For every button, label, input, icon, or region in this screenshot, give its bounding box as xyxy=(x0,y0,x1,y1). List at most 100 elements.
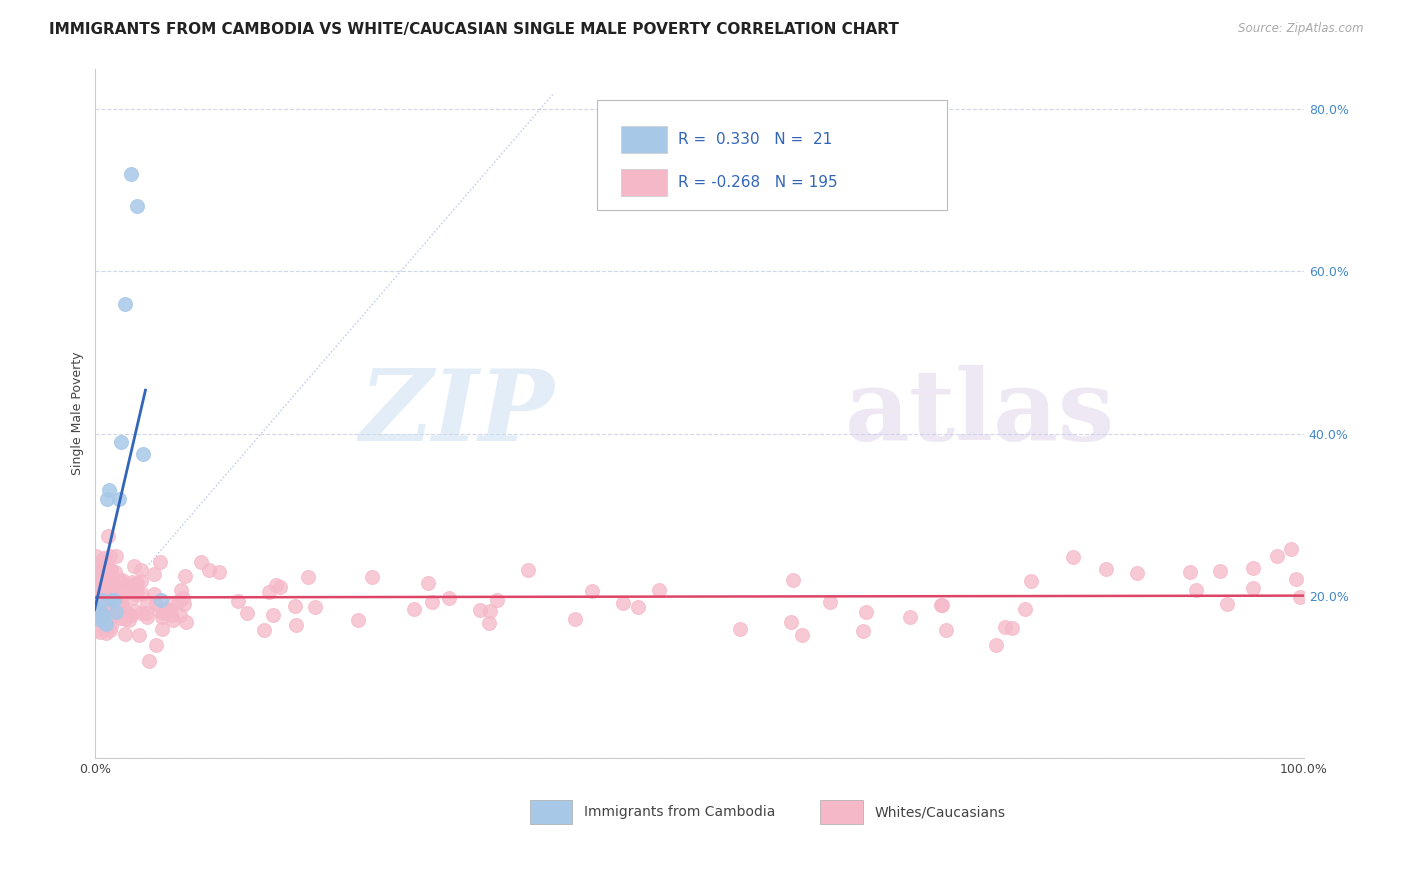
Point xyxy=(94,625,117,640)
Point xyxy=(90,598,112,612)
Point xyxy=(159,602,181,616)
Point xyxy=(986,638,1008,652)
Point xyxy=(114,585,136,599)
Point xyxy=(818,595,841,609)
Point xyxy=(97,561,120,575)
Point xyxy=(114,611,136,625)
Point xyxy=(150,623,173,637)
Point xyxy=(125,576,148,591)
Point xyxy=(87,599,110,613)
Point xyxy=(100,563,122,577)
Point xyxy=(101,591,124,606)
Point xyxy=(235,606,257,620)
Point xyxy=(114,297,136,311)
Point xyxy=(108,594,131,608)
Point xyxy=(1285,573,1308,587)
Point xyxy=(93,591,115,605)
Point xyxy=(418,576,440,591)
Point xyxy=(145,597,167,611)
Point xyxy=(98,580,121,594)
Point xyxy=(110,434,132,449)
Point xyxy=(167,594,190,608)
Point xyxy=(129,606,152,620)
Point xyxy=(129,574,152,588)
Point xyxy=(100,605,122,619)
Point xyxy=(94,592,117,607)
Point xyxy=(110,601,132,615)
Point xyxy=(150,593,173,607)
Point xyxy=(160,607,183,622)
Point xyxy=(89,579,111,593)
Point xyxy=(148,603,170,617)
Point xyxy=(86,584,108,599)
Point xyxy=(100,581,122,595)
Point xyxy=(152,610,174,624)
FancyBboxPatch shape xyxy=(820,799,862,823)
Point xyxy=(93,551,115,566)
Point xyxy=(84,549,107,563)
Point xyxy=(110,610,132,624)
Point xyxy=(143,587,166,601)
Point xyxy=(93,615,115,629)
Point xyxy=(478,604,501,618)
Point xyxy=(93,578,115,592)
Point xyxy=(1289,591,1312,605)
Point xyxy=(122,559,145,574)
Point xyxy=(105,606,128,620)
Point xyxy=(103,593,125,607)
FancyBboxPatch shape xyxy=(530,799,572,823)
Point xyxy=(94,606,117,620)
Point xyxy=(1185,582,1208,597)
Point xyxy=(121,578,143,592)
Point xyxy=(1241,581,1264,595)
Point xyxy=(84,624,107,638)
Point xyxy=(89,579,111,593)
Point xyxy=(728,622,751,636)
Point xyxy=(93,563,115,577)
Point xyxy=(87,605,110,619)
Point xyxy=(101,587,124,601)
Point xyxy=(1001,621,1024,635)
Point xyxy=(108,595,131,609)
Point xyxy=(91,609,114,624)
Point xyxy=(86,588,108,602)
Point xyxy=(98,549,121,563)
Point xyxy=(114,626,136,640)
Point xyxy=(97,529,120,543)
Point xyxy=(420,595,443,609)
Point xyxy=(935,624,957,638)
Point xyxy=(152,606,174,620)
Point xyxy=(94,581,117,595)
Point xyxy=(852,624,875,639)
Point xyxy=(86,601,108,615)
Point xyxy=(269,580,291,594)
Point xyxy=(485,592,508,607)
Point xyxy=(94,591,117,606)
Text: R = -0.268   N = 195: R = -0.268 N = 195 xyxy=(678,175,837,190)
Point xyxy=(855,605,877,619)
Point xyxy=(190,555,212,569)
Point xyxy=(108,491,131,506)
Text: atlas: atlas xyxy=(845,365,1115,462)
Point xyxy=(304,599,326,614)
Point xyxy=(173,569,195,583)
FancyBboxPatch shape xyxy=(596,100,948,210)
Point xyxy=(149,555,172,569)
Point xyxy=(257,585,280,599)
Point xyxy=(103,566,125,580)
Point xyxy=(89,589,111,603)
Point xyxy=(84,558,107,572)
Point xyxy=(1178,565,1201,579)
Text: ZIP: ZIP xyxy=(359,365,554,462)
Point xyxy=(93,566,115,581)
Point xyxy=(170,582,193,597)
Point xyxy=(138,654,160,668)
Point xyxy=(87,584,110,599)
Point xyxy=(96,568,118,582)
Point xyxy=(93,595,115,609)
Text: Whites/Caucasians: Whites/Caucasians xyxy=(875,805,1005,819)
Point xyxy=(97,567,120,582)
Point xyxy=(142,567,165,582)
Point xyxy=(105,591,128,605)
Point xyxy=(120,608,142,623)
